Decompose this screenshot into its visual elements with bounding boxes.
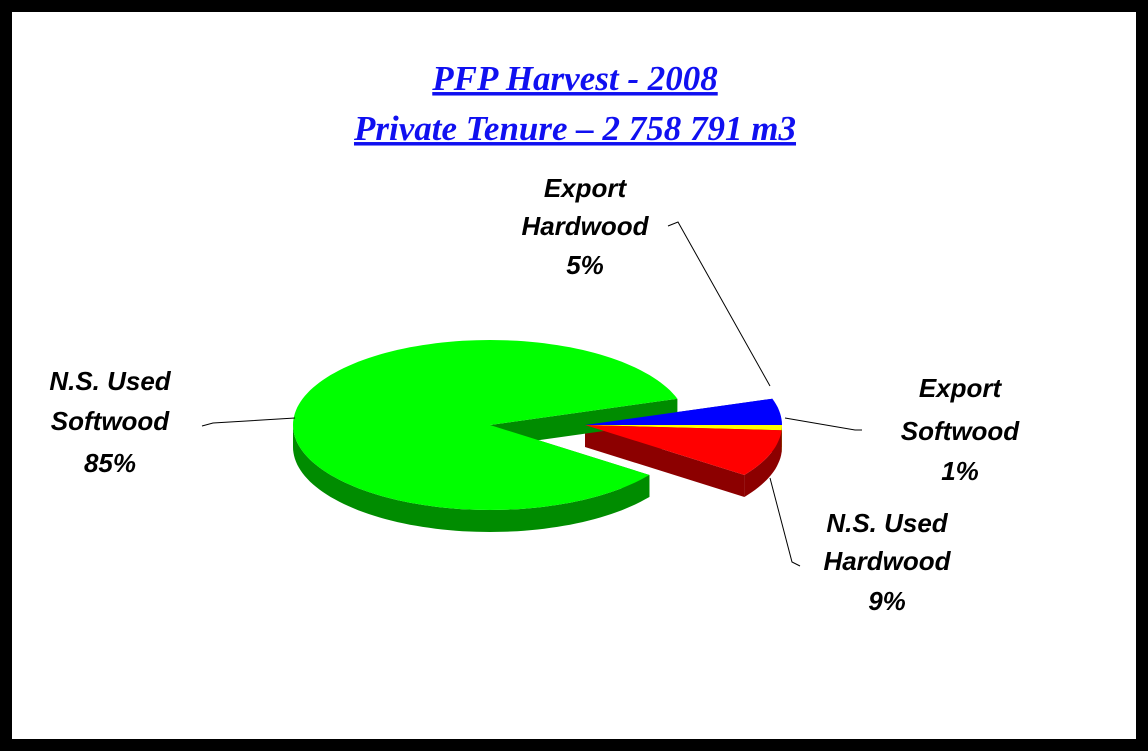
value-label: 5% [566,250,604,280]
value-label: 1% [941,456,979,486]
slice-label: N.S. Used [826,508,948,538]
slice-label: Hardwood [823,546,951,576]
leader-line [667,221,771,387]
slice-label: N.S. Used [49,366,171,396]
slice [585,425,782,431]
slice [585,425,782,475]
value-label: 85% [84,448,136,478]
slice [293,340,678,510]
chart-subtitle: Private Tenure – 2 758 791 m3 [353,109,796,148]
slice-side [293,425,650,532]
slice-label: Softwood [901,416,1021,446]
slice-label: Softwood [51,406,171,436]
slice-label: Export [544,173,628,203]
chart-title: PFP Harvest - 2008 [431,59,717,98]
slice-cut-face [490,398,678,447]
slice-label: Hardwood [521,211,649,241]
slice-side [744,430,782,497]
leader-line [769,477,801,567]
slice-label: Export [919,373,1003,403]
value-label: 9% [868,586,906,616]
leader-line [784,417,862,431]
leader-line [201,417,296,427]
slice [585,398,782,425]
slice-cut-face [585,425,745,497]
